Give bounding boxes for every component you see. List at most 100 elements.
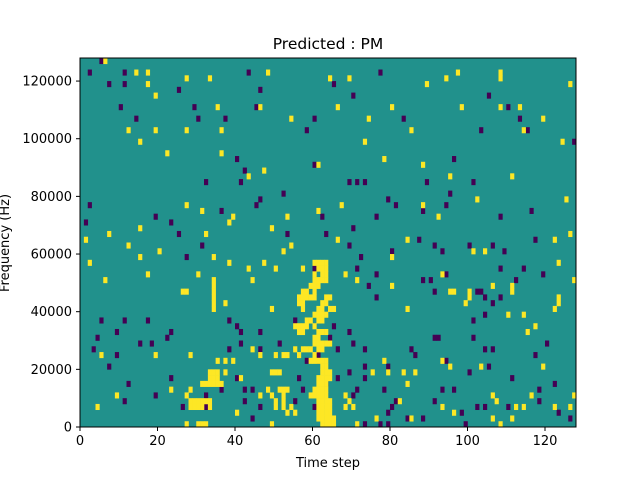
heatmap-cell-high <box>308 357 313 364</box>
heatmap-cell-low <box>533 236 538 243</box>
heatmap-cell-high <box>320 409 325 416</box>
heatmap-cell-high <box>343 403 348 411</box>
heatmap-cell-high <box>320 300 325 307</box>
heatmap-cell-high <box>196 421 201 428</box>
heatmap-cell-high <box>304 346 309 353</box>
heatmap-cell-high <box>320 363 325 370</box>
heatmap-cell-high <box>556 294 561 301</box>
heatmap-cell-low <box>242 398 247 405</box>
heatmap-cell-high <box>324 380 329 387</box>
heatmap-cell-high <box>382 156 387 163</box>
heatmap-cell-high <box>510 415 515 422</box>
heatmap-cell-low <box>386 409 391 416</box>
heatmap-cell-high <box>297 300 302 307</box>
heatmap-cell-high <box>324 398 329 405</box>
heatmap-cell-high <box>328 340 333 347</box>
heatmap-cell-high <box>266 69 271 76</box>
heatmap-cell-high <box>266 386 271 393</box>
heatmap-cell-low <box>355 179 360 186</box>
heatmap-cell-high <box>328 369 333 376</box>
heatmap-cell-high <box>436 213 441 220</box>
heatmap-cell-high <box>211 305 216 312</box>
heatmap-cell-high <box>204 421 209 428</box>
heatmap-cell-high <box>328 305 333 312</box>
heatmap-cell-high <box>312 259 317 266</box>
heatmap-cell-high <box>413 369 418 376</box>
heatmap-cell-high <box>390 104 395 111</box>
heatmap-cell-high <box>316 265 321 272</box>
heatmap-cell-low <box>432 288 437 295</box>
heatmap-cell-high <box>304 294 309 301</box>
heatmap-cell-high <box>409 127 414 134</box>
heatmap-cell-high <box>153 352 158 359</box>
heatmap-cell-high <box>424 81 430 88</box>
heatmap-cell-high <box>312 282 317 289</box>
heatmap-cell-high <box>521 127 526 134</box>
heatmap-cell-high <box>490 392 495 399</box>
heatmap-cell-high <box>87 259 92 266</box>
heatmap-cell-high <box>219 380 224 387</box>
heatmap-cell-high <box>258 352 263 359</box>
heatmap-cell-high <box>320 340 325 347</box>
heatmap-cell-low <box>572 138 577 145</box>
heatmap-cell-high <box>126 127 131 134</box>
heatmap-cell-low <box>316 352 321 359</box>
heatmap-cell-low <box>521 265 526 272</box>
heatmap-cell-high <box>304 317 309 324</box>
heatmap-cell-low <box>351 392 356 399</box>
heatmap-cell-high <box>289 242 294 249</box>
heatmap-cell-high <box>300 323 306 330</box>
heatmap-cell-high <box>231 357 236 364</box>
heatmap-cell-high <box>107 230 112 238</box>
heatmap-cell-low <box>444 202 449 209</box>
heatmap-cell-low <box>87 69 92 76</box>
heatmap-cell-low <box>258 86 263 93</box>
heatmap-cell-high <box>200 380 205 387</box>
heatmap-cell-low <box>138 340 143 347</box>
heatmap-cell-high <box>320 421 325 428</box>
heatmap-cell-high <box>324 265 329 272</box>
heatmap-cell-high <box>374 415 379 422</box>
heatmap-cell-low <box>312 265 317 272</box>
heatmap-cell-low <box>204 403 209 411</box>
x-tick-label: 100 <box>455 434 480 449</box>
heatmap-cell-low <box>483 346 488 353</box>
heatmap-cell-low <box>285 230 290 238</box>
heatmap-cell-high <box>211 288 216 295</box>
heatmap-cell-high <box>316 328 321 336</box>
heatmap-cell-high <box>316 317 321 324</box>
heatmap-cell-low <box>483 311 488 318</box>
heatmap-cell-high <box>320 305 325 312</box>
heatmap-cell-high <box>304 323 309 330</box>
heatmap-cell-high <box>95 403 100 411</box>
heatmap-cell-high <box>533 323 538 330</box>
heatmap-cell-low <box>347 179 352 186</box>
heatmap-cell-low <box>545 340 550 347</box>
heatmap-cell-low <box>421 277 426 284</box>
x-axis-label: Time step <box>295 456 360 471</box>
heatmap-cell-low <box>176 86 182 93</box>
heatmap-cell-low <box>355 386 360 393</box>
heatmap-cell-high <box>498 69 503 76</box>
heatmap-cell-low <box>122 398 127 405</box>
heatmap-cell-high <box>300 328 306 336</box>
heatmap-cell-high <box>103 277 108 284</box>
y-tick-label: 120000 <box>22 75 72 90</box>
heatmap-cell-low <box>428 277 433 284</box>
heatmap-cell-high <box>525 328 530 336</box>
heatmap-cell-low <box>351 340 356 347</box>
heatmap-cell-low <box>312 403 317 411</box>
heatmap-cell-high <box>324 340 329 347</box>
heatmap-cell-high <box>324 421 329 428</box>
heatmap-cell-low <box>91 346 96 353</box>
heatmap-cell-low <box>180 403 185 411</box>
heatmap-cell-low <box>347 328 352 336</box>
heatmap-cell-high <box>316 357 321 364</box>
heatmap-cell-high <box>308 317 313 324</box>
heatmap-cell-high <box>316 334 321 341</box>
heatmap-cell-low <box>444 357 449 364</box>
heatmap-cell-high <box>316 415 321 422</box>
heatmap-cell-low <box>382 386 387 393</box>
heatmap-cell-high <box>165 150 170 157</box>
heatmap-cell-high <box>285 386 290 393</box>
